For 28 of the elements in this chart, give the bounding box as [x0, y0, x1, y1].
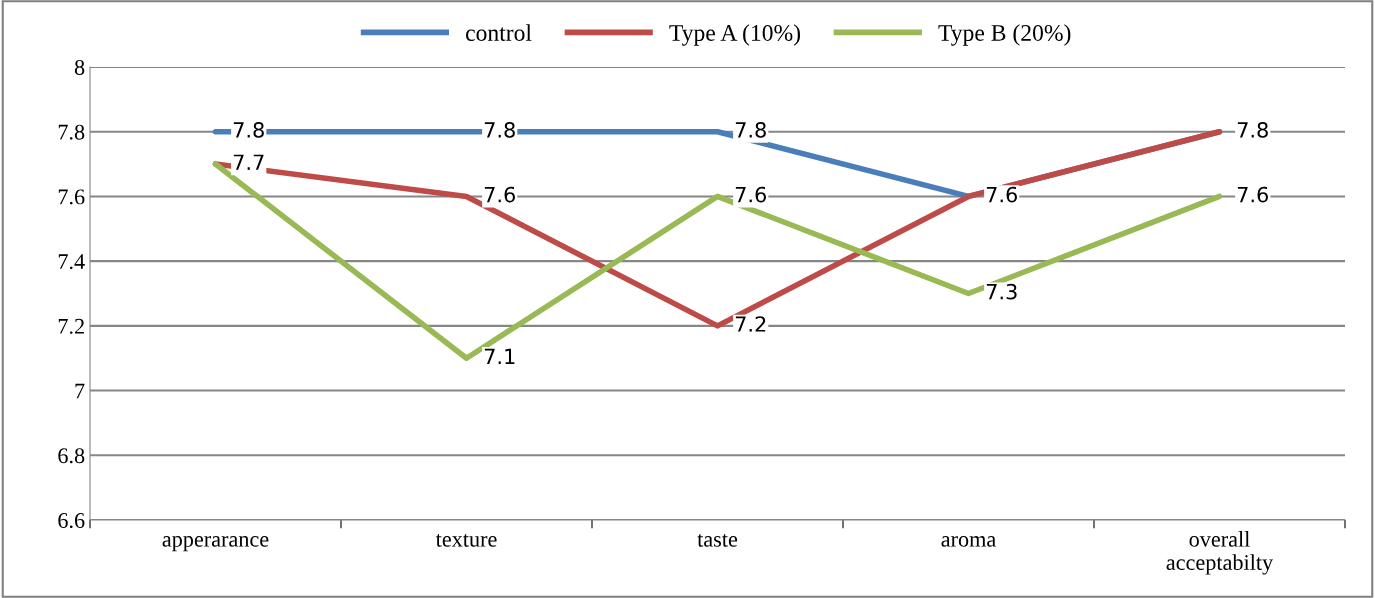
- x-tick-label: taste: [697, 534, 738, 547]
- y-tick-label: 7: [75, 383, 85, 399]
- x-tick-label: overall acceptabilty: [1166, 531, 1274, 575]
- legend-label: control: [466, 24, 532, 41]
- data-label: 7.3: [986, 283, 1017, 300]
- y-tick-label: 6.6: [58, 512, 85, 529]
- data-label: 7.8: [1237, 122, 1268, 138]
- data-label: 7.2: [735, 316, 766, 332]
- x-tick-label: aroma: [941, 536, 996, 547]
- legend-label: Type B (20%): [938, 24, 1071, 46]
- data-label: 7.1: [484, 348, 515, 364]
- y-tick-label: 7.8: [58, 124, 85, 140]
- x-tick-label: texture: [435, 534, 497, 547]
- y-tick-label: 6.8: [58, 448, 85, 464]
- data-label: 7.8: [735, 122, 766, 138]
- data-label: 7.6: [986, 186, 1017, 203]
- data-label: 7.6: [735, 186, 766, 203]
- data-label: 7.6: [484, 186, 515, 203]
- legend-label: Type A (10%): [669, 24, 801, 46]
- data-label: 7.8: [233, 122, 264, 138]
- y-tick-label: 7.2: [58, 318, 84, 334]
- y-tick-label: 7.4: [58, 254, 85, 270]
- x-tick-label: apperarance: [162, 536, 269, 552]
- y-tick-label: 8: [74, 59, 85, 75]
- data-label: 7.7: [233, 154, 264, 170]
- data-label: 7.6: [1237, 186, 1268, 203]
- y-tick-label: 7.6: [58, 189, 85, 205]
- data-label: 7.8: [484, 122, 515, 138]
